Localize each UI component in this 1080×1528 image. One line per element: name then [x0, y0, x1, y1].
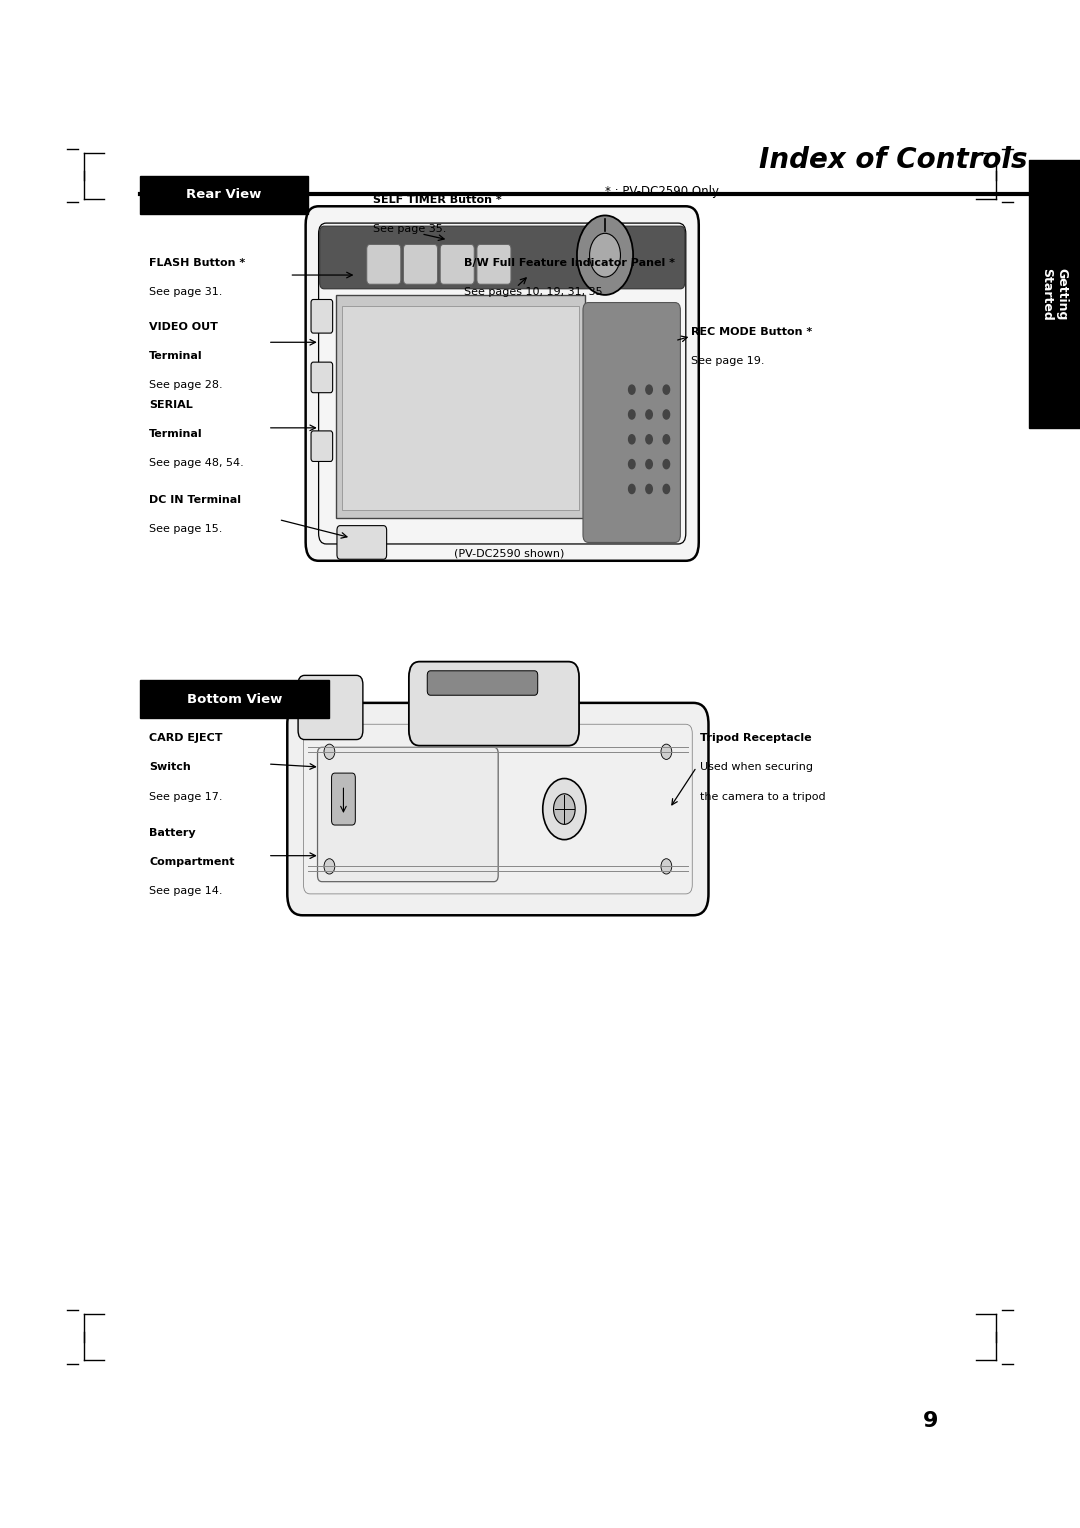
Circle shape	[324, 859, 335, 874]
Text: Terminal: Terminal	[149, 429, 203, 440]
Text: Terminal: Terminal	[149, 351, 203, 362]
Text: FLASH Button *: FLASH Button *	[149, 258, 245, 269]
FancyBboxPatch shape	[441, 244, 474, 284]
Text: See page 48, 54.: See page 48, 54.	[149, 458, 244, 469]
Circle shape	[629, 410, 635, 419]
Circle shape	[629, 385, 635, 394]
Circle shape	[324, 744, 335, 759]
FancyBboxPatch shape	[140, 176, 308, 214]
FancyBboxPatch shape	[367, 244, 401, 284]
Text: See page 31.: See page 31.	[149, 287, 222, 298]
Circle shape	[629, 460, 635, 469]
FancyBboxPatch shape	[311, 299, 333, 333]
Circle shape	[663, 460, 670, 469]
Text: Battery: Battery	[149, 828, 195, 839]
FancyBboxPatch shape	[428, 671, 538, 695]
FancyBboxPatch shape	[311, 431, 333, 461]
FancyBboxPatch shape	[337, 526, 387, 559]
FancyBboxPatch shape	[477, 244, 511, 284]
FancyBboxPatch shape	[320, 226, 685, 289]
Text: 9: 9	[923, 1410, 939, 1432]
FancyBboxPatch shape	[409, 662, 579, 746]
Text: VIDEO OUT: VIDEO OUT	[149, 322, 218, 333]
Text: Rear View: Rear View	[187, 188, 261, 202]
Circle shape	[663, 484, 670, 494]
Text: See page 17.: See page 17.	[149, 792, 222, 802]
Text: * : PV-DC2590 Only: * : PV-DC2590 Only	[605, 185, 719, 199]
Circle shape	[663, 434, 670, 443]
Text: DC IN Terminal: DC IN Terminal	[149, 495, 241, 506]
Circle shape	[554, 793, 576, 824]
Circle shape	[646, 385, 652, 394]
Circle shape	[590, 234, 620, 277]
Circle shape	[661, 859, 672, 874]
Circle shape	[629, 434, 635, 443]
FancyBboxPatch shape	[287, 703, 708, 915]
Text: B/W Full Feature Indicator Panel *: B/W Full Feature Indicator Panel *	[464, 258, 675, 269]
FancyBboxPatch shape	[311, 362, 333, 393]
Circle shape	[629, 484, 635, 494]
Text: Switch: Switch	[149, 762, 191, 773]
Text: Compartment: Compartment	[149, 857, 234, 868]
Text: See page 15.: See page 15.	[149, 524, 222, 535]
Text: the camera to a tripod: the camera to a tripod	[700, 792, 825, 802]
Circle shape	[663, 385, 670, 394]
FancyBboxPatch shape	[342, 306, 579, 510]
Text: See page 14.: See page 14.	[149, 886, 222, 897]
Text: See page 35.: See page 35.	[373, 223, 446, 234]
FancyBboxPatch shape	[318, 747, 498, 882]
Text: Used when securing: Used when securing	[700, 762, 813, 773]
Text: SERIAL: SERIAL	[149, 400, 193, 411]
FancyBboxPatch shape	[1029, 160, 1080, 428]
Circle shape	[543, 778, 586, 839]
Text: See page 28.: See page 28.	[149, 380, 222, 391]
Text: REC MODE Button *: REC MODE Button *	[691, 327, 812, 338]
Text: Index of Controls: Index of Controls	[758, 147, 1027, 174]
Text: Tripod Receptacle: Tripod Receptacle	[700, 733, 811, 744]
Circle shape	[663, 410, 670, 419]
FancyBboxPatch shape	[298, 675, 363, 740]
Circle shape	[646, 460, 652, 469]
Text: CARD EJECT: CARD EJECT	[149, 733, 222, 744]
FancyBboxPatch shape	[306, 206, 699, 561]
Circle shape	[646, 410, 652, 419]
FancyBboxPatch shape	[583, 303, 680, 542]
Circle shape	[661, 744, 672, 759]
FancyBboxPatch shape	[404, 244, 437, 284]
Text: Getting
Started: Getting Started	[1041, 267, 1068, 321]
Text: SELF TIMER Button *: SELF TIMER Button *	[373, 194, 501, 205]
FancyBboxPatch shape	[332, 773, 355, 825]
Circle shape	[577, 215, 633, 295]
Text: See page 19.: See page 19.	[691, 356, 765, 367]
Circle shape	[646, 434, 652, 443]
FancyBboxPatch shape	[140, 680, 329, 718]
Circle shape	[646, 484, 652, 494]
Text: See pages 10, 19, 31, 35.: See pages 10, 19, 31, 35.	[464, 287, 607, 298]
Text: (PV-DC2590 shown): (PV-DC2590 shown)	[454, 549, 564, 559]
FancyBboxPatch shape	[336, 295, 585, 518]
Text: Bottom View: Bottom View	[187, 692, 283, 706]
